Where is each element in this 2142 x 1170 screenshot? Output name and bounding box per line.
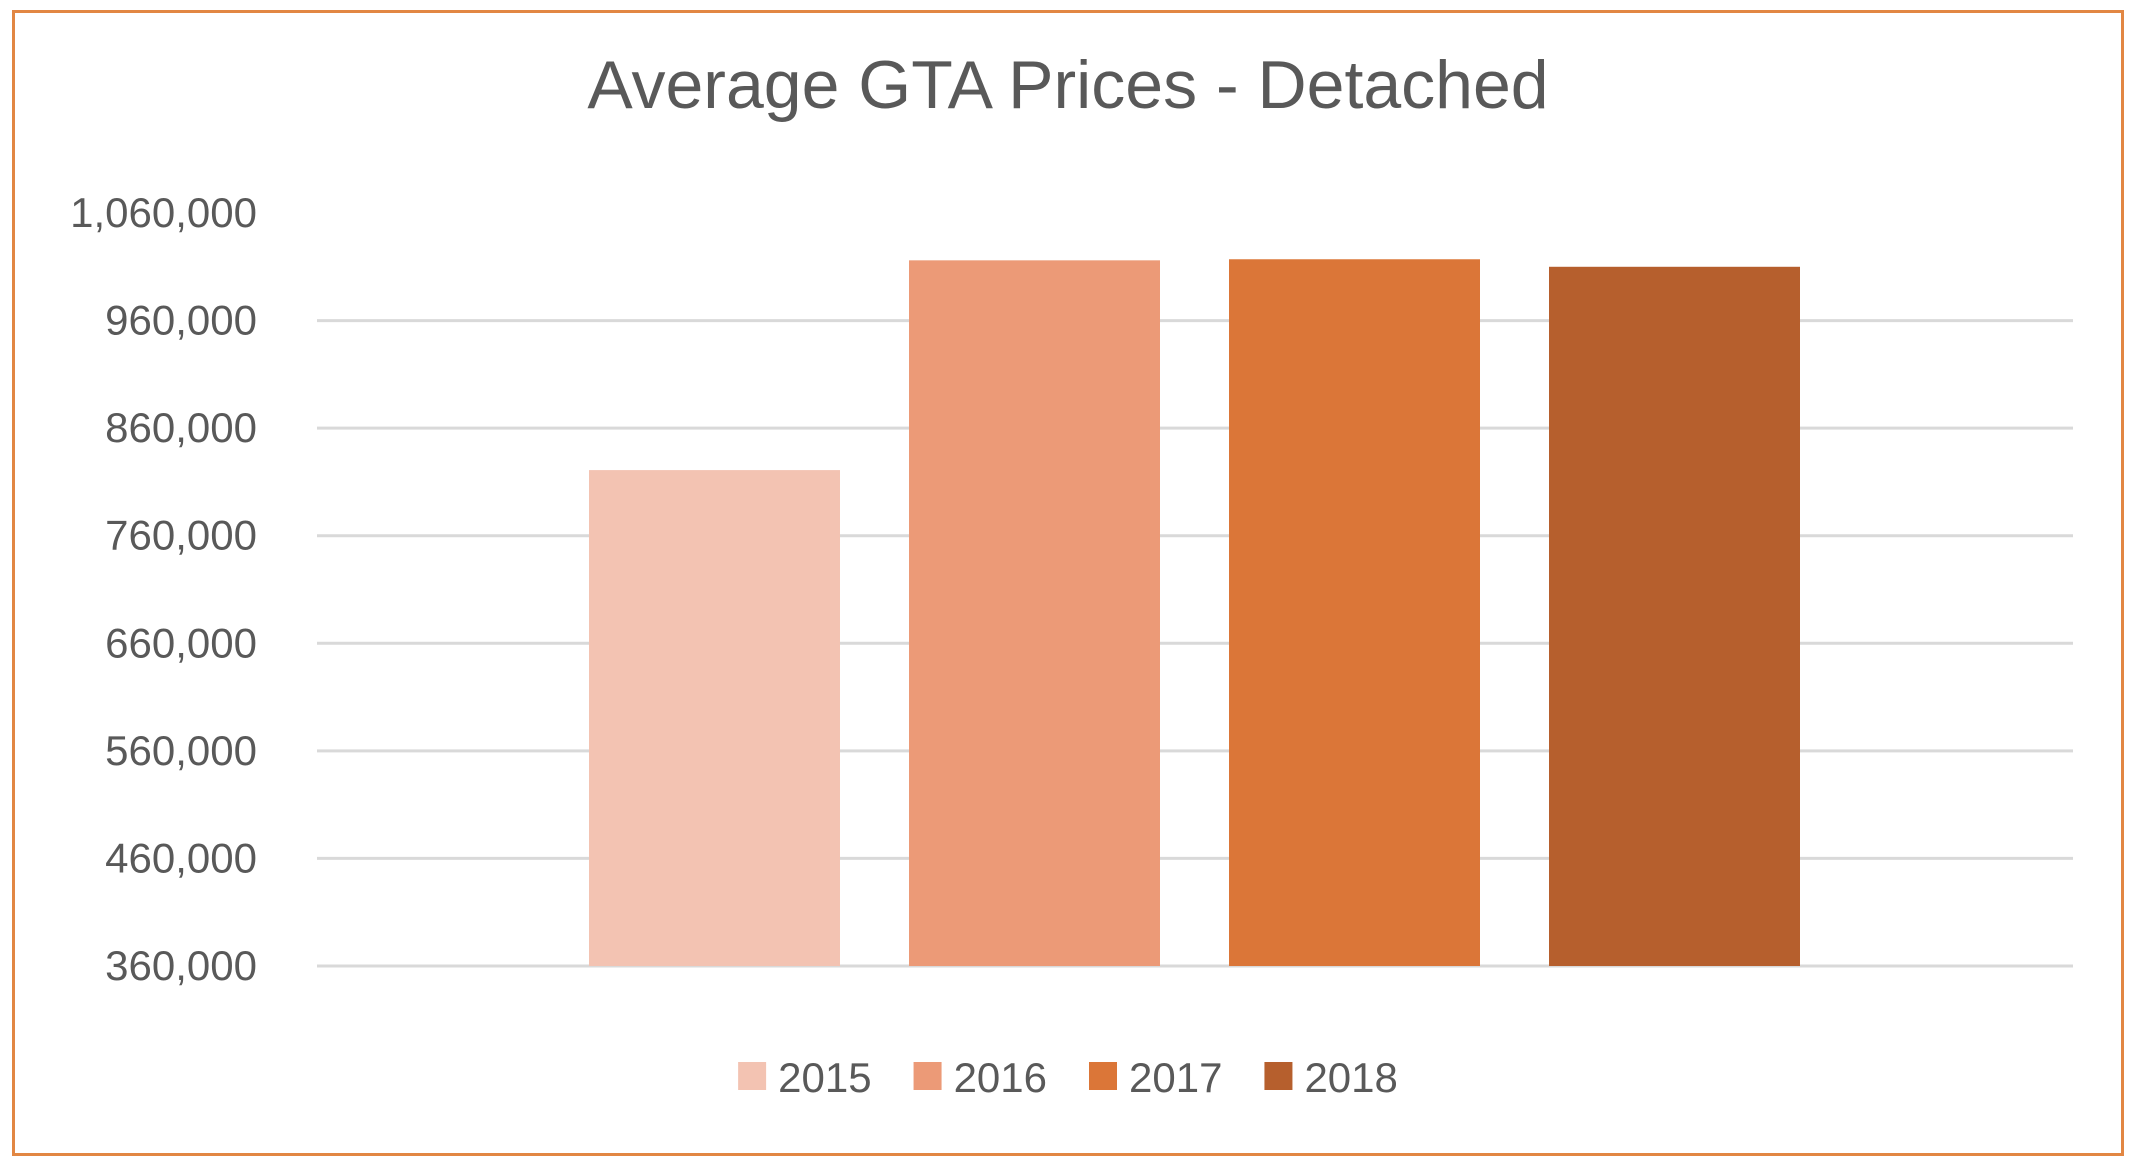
legend: 2015 2016 2017 2018 <box>738 1054 1398 1101</box>
legend-label: 2016 <box>954 1054 1047 1101</box>
bar-2018 <box>1549 266 1800 966</box>
y-tick-label: 460,000 <box>105 834 257 881</box>
y-tick-label: 360,000 <box>105 942 257 989</box>
y-tick-label: 760,000 <box>105 512 257 559</box>
bar-2016 <box>909 260 1160 966</box>
legend-item-2016: 2016 <box>913 1054 1047 1101</box>
y-tick-label: 960,000 <box>105 297 257 344</box>
y-tick-label: 660,000 <box>105 619 257 666</box>
legend-item-2015: 2015 <box>738 1054 872 1101</box>
gridlines <box>317 319 2073 968</box>
chart-frame: Average GTA Prices - Detached 360,000 460… <box>12 10 2124 1156</box>
y-axis-tick-labels: 360,000 460,000 560,000 660,000 760,000 860,0… <box>70 189 257 989</box>
legend-label: 2018 <box>1304 1054 1397 1101</box>
y-tick-label: 1,060,000 <box>70 189 257 236</box>
bar-2015 <box>589 470 840 966</box>
legend-swatch <box>738 1062 767 1090</box>
chart-title: Average GTA Prices - Detached <box>587 47 1548 123</box>
legend-item-2017: 2017 <box>1089 1054 1222 1101</box>
legend-swatch <box>913 1062 942 1090</box>
bar-2017 <box>1229 259 1480 966</box>
y-tick-label: 860,000 <box>105 404 257 451</box>
bars <box>589 259 1800 966</box>
legend-swatch <box>1264 1062 1293 1090</box>
chart-svg: Average GTA Prices - Detached 360,000 460… <box>70 47 2073 1101</box>
legend-label: 2015 <box>778 1054 871 1101</box>
y-tick-label: 560,000 <box>105 727 257 774</box>
legend-label: 2017 <box>1129 1054 1222 1101</box>
legend-item-2018: 2018 <box>1264 1054 1398 1101</box>
legend-swatch <box>1089 1062 1117 1090</box>
